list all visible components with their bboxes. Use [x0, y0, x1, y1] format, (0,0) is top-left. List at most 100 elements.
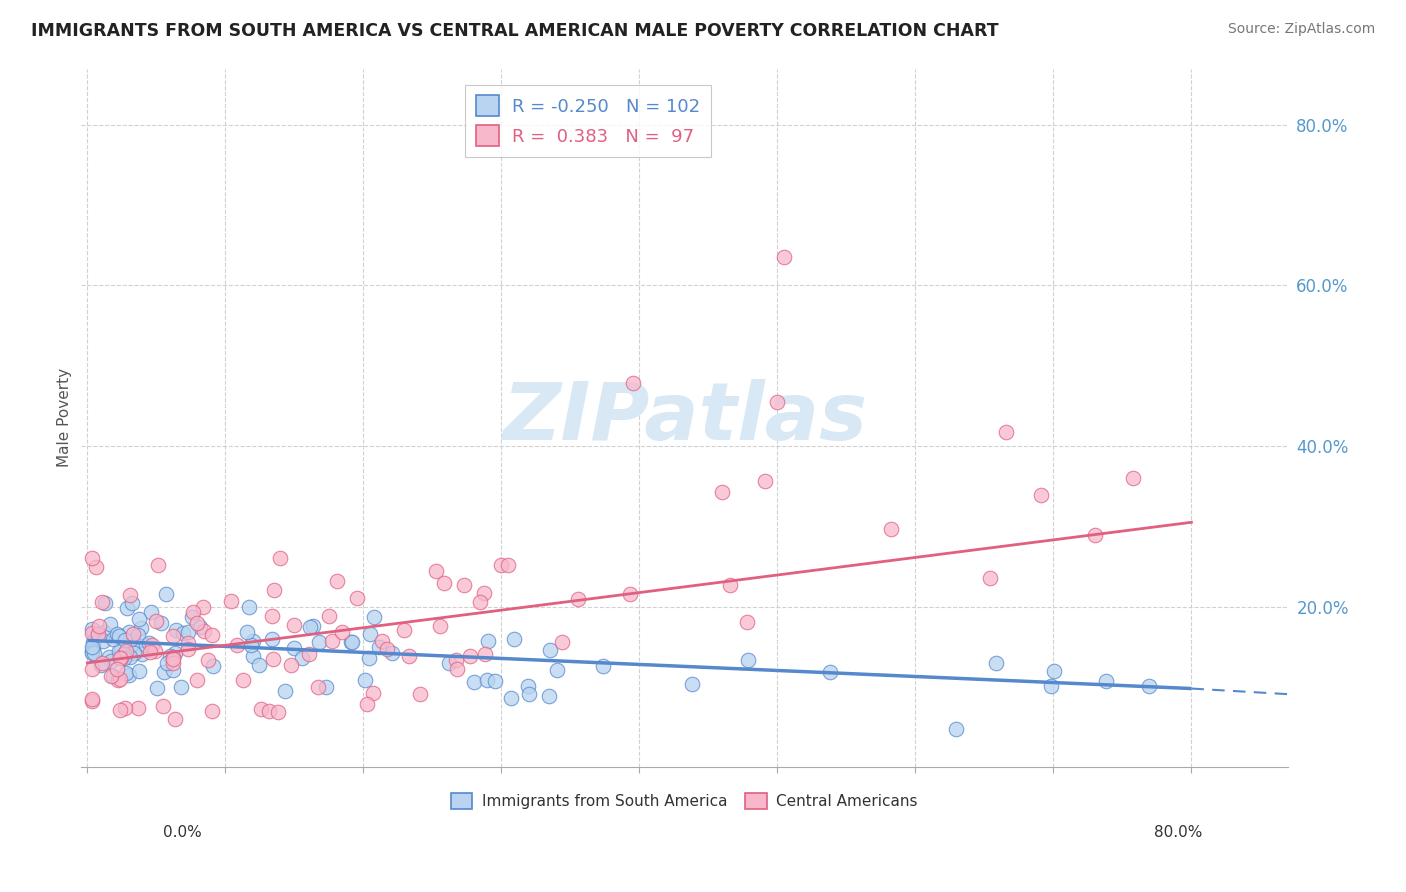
- Point: [818, 665, 841, 680]
- Point: [484, 673, 506, 688]
- Y-axis label: Male Poverty: Male Poverty: [58, 368, 72, 467]
- Point: [128, 612, 150, 626]
- Point: [80, 692, 103, 706]
- Point: [408, 687, 430, 701]
- Point: [353, 673, 375, 687]
- Point: [458, 648, 481, 663]
- Point: [120, 588, 142, 602]
- Point: [80, 551, 103, 566]
- Point: [127, 700, 149, 714]
- Point: [135, 638, 157, 652]
- Point: [474, 647, 496, 661]
- Point: [979, 571, 1001, 585]
- Point: [112, 651, 135, 665]
- Point: [156, 656, 179, 670]
- Point: [159, 649, 181, 664]
- Point: [150, 615, 173, 630]
- Point: [718, 578, 741, 592]
- Point: [260, 609, 283, 624]
- Point: [363, 686, 385, 700]
- Point: [242, 648, 264, 663]
- Point: [267, 705, 290, 719]
- Legend: Immigrants from South America, Central Americans: Immigrants from South America, Central A…: [444, 788, 924, 815]
- Point: [162, 629, 184, 643]
- Point: [90, 658, 112, 673]
- Point: [114, 633, 136, 648]
- Point: [381, 646, 404, 660]
- Point: [307, 681, 329, 695]
- Point: [98, 617, 121, 632]
- Point: [105, 662, 128, 676]
- Point: [439, 656, 461, 670]
- Point: [82, 662, 104, 676]
- Point: [143, 644, 166, 658]
- Point: [172, 625, 194, 640]
- Point: [181, 605, 204, 619]
- Point: [298, 647, 321, 661]
- Point: [201, 704, 224, 718]
- Point: [280, 658, 302, 673]
- Point: [463, 675, 485, 690]
- Point: [737, 615, 759, 629]
- Point: [551, 635, 574, 649]
- Point: [737, 653, 759, 667]
- Point: [177, 636, 200, 650]
- Point: [619, 587, 641, 601]
- Point: [238, 600, 260, 615]
- Text: ZIPatlas: ZIPatlas: [502, 379, 866, 457]
- Point: [114, 701, 136, 715]
- Point: [318, 608, 340, 623]
- Point: [145, 614, 167, 628]
- Point: [468, 595, 491, 609]
- Point: [82, 694, 104, 708]
- Point: [429, 619, 451, 633]
- Point: [425, 565, 447, 579]
- Point: [472, 585, 495, 599]
- Point: [152, 698, 174, 713]
- Point: [127, 628, 149, 642]
- Point: [1122, 471, 1144, 485]
- Point: [108, 644, 131, 658]
- Point: [475, 673, 498, 688]
- Point: [108, 629, 131, 643]
- Point: [139, 645, 162, 659]
- Point: [131, 647, 153, 661]
- Point: [315, 680, 337, 694]
- Point: [112, 647, 135, 661]
- Point: [263, 582, 285, 597]
- Point: [152, 665, 174, 680]
- Point: [115, 601, 138, 615]
- Point: [249, 658, 271, 673]
- Point: [82, 644, 104, 658]
- Point: [121, 627, 143, 641]
- Point: [232, 673, 254, 687]
- Point: [139, 605, 162, 619]
- Point: [122, 646, 145, 660]
- Point: [339, 635, 361, 649]
- Point: [80, 623, 103, 637]
- Point: [225, 638, 247, 652]
- Point: [201, 628, 224, 642]
- Point: [86, 627, 108, 641]
- Point: [129, 621, 152, 635]
- Point: [1094, 673, 1116, 688]
- Point: [489, 558, 512, 572]
- Point: [163, 712, 186, 726]
- Point: [302, 618, 325, 632]
- Point: [107, 627, 129, 641]
- Point: [124, 636, 146, 650]
- Point: [141, 639, 163, 653]
- Text: Source: ZipAtlas.com: Source: ZipAtlas.com: [1227, 22, 1375, 37]
- Point: [110, 651, 132, 665]
- Point: [945, 723, 967, 737]
- Point: [162, 663, 184, 677]
- Point: [359, 650, 381, 665]
- Point: [519, 687, 541, 701]
- Point: [592, 658, 614, 673]
- Point: [538, 690, 561, 704]
- Point: [262, 652, 284, 666]
- Point: [118, 624, 141, 639]
- Point: [398, 648, 420, 663]
- Point: [162, 650, 184, 665]
- Point: [98, 649, 121, 664]
